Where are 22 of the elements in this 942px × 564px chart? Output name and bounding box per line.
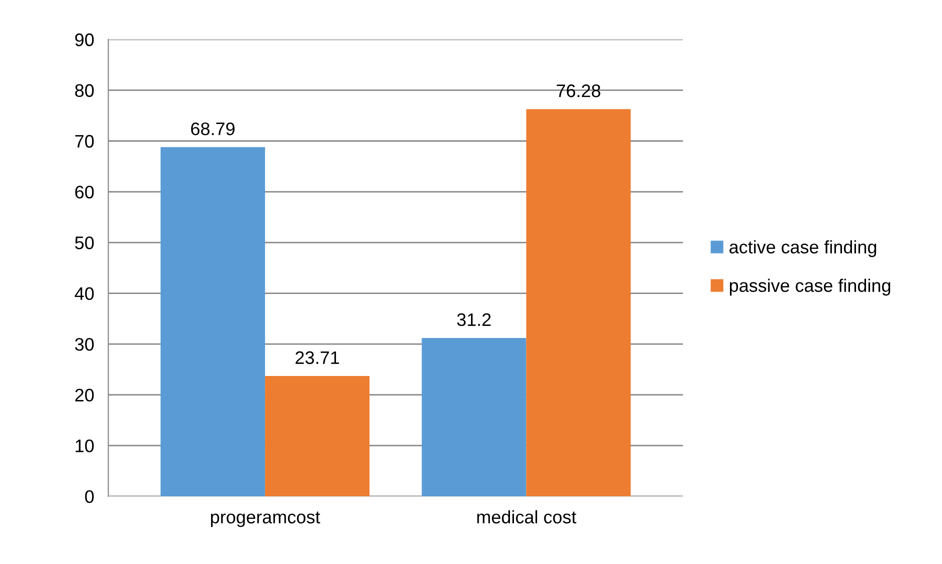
legend-label: active case finding xyxy=(730,240,876,258)
y-tick-label: 30 xyxy=(75,338,94,351)
y-tick-label: 70 xyxy=(75,134,94,148)
data-label: 76.28 xyxy=(556,84,600,98)
data-label: 31.2 xyxy=(457,313,491,326)
y-tick-label: 0 xyxy=(85,490,94,504)
bar xyxy=(265,376,370,496)
y-tick-label: 60 xyxy=(75,186,94,198)
data-label: 68.79 xyxy=(191,122,235,136)
y-tick-label: 80 xyxy=(75,84,94,97)
legend-label: passive case finding xyxy=(730,278,890,296)
y-tick-label: 90 xyxy=(75,33,94,46)
bar xyxy=(422,338,526,496)
y-tick-label: 50 xyxy=(75,236,94,250)
data-label: 23.71 xyxy=(296,351,339,364)
y-tick-label: 40 xyxy=(74,287,94,300)
x-tick-label: progeramcost xyxy=(211,512,320,528)
y-tick-label: 10 xyxy=(76,439,94,452)
x-tick-label: medical cost xyxy=(477,510,576,524)
bar xyxy=(526,109,631,496)
y-tick-label: 20 xyxy=(75,388,94,402)
bar xyxy=(160,147,266,496)
